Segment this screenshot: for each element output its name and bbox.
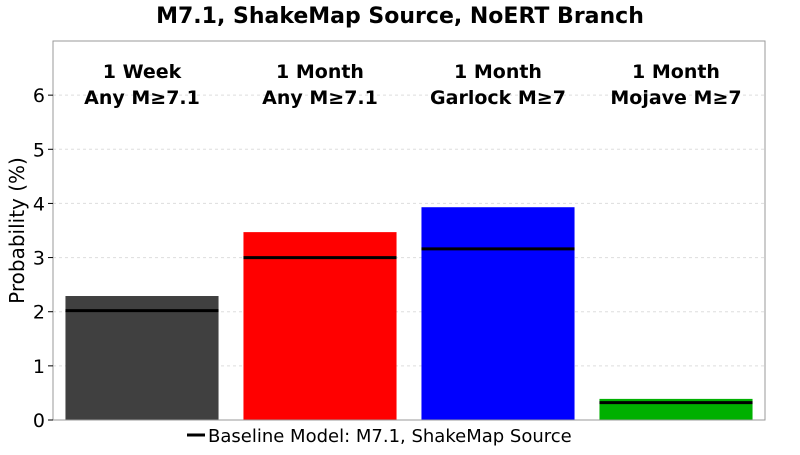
- category-label-1-line-0: 1 Month: [276, 61, 364, 83]
- category-label-1-line-1: Any M≥7.1: [262, 87, 378, 109]
- gridlines: [53, 94, 765, 367]
- bars: [65, 207, 753, 420]
- y-tick-label-0: 0: [33, 410, 45, 432]
- bar-0: [65, 296, 219, 420]
- y-tick-label-3: 3: [33, 248, 45, 270]
- category-label-0-line-1: Any M≥7.1: [84, 87, 200, 109]
- y-tick-label-2: 2: [33, 302, 45, 324]
- baseline-marks: [65, 247, 753, 405]
- y-tick-label-6: 6: [33, 85, 45, 107]
- y-tick-label-1: 1: [33, 356, 45, 378]
- y-tick-label-4: 4: [33, 193, 45, 215]
- legend: Baseline Model: M7.1, ShakeMap Source: [187, 426, 572, 447]
- y-tick-label-5: 5: [33, 139, 45, 161]
- category-label-0-line-0: 1 Week: [103, 61, 182, 83]
- y-axis: 0 1 2 3 4 5 6: [33, 85, 53, 432]
- category-label-3-line-0: 1 Month: [632, 61, 720, 83]
- y-axis-label: Probability (%): [5, 157, 29, 304]
- bar-1: [243, 232, 397, 420]
- category-label-2-line-0: 1 Month: [454, 61, 542, 83]
- category-label-3-line-1: Mojave M≥7: [610, 87, 741, 109]
- category-labels: 1 Week Any M≥7.1 1 Month Any M≥7.1 1 Month Ga…: [84, 61, 741, 109]
- plot-frame: [52, 40, 766, 421]
- chart-title: M7.1, ShakeMap Source, NoERT Branch: [156, 4, 644, 29]
- legend-baseline-label: Baseline Model: M7.1, ShakeMap Source: [208, 426, 572, 447]
- bar-2: [421, 207, 575, 420]
- category-label-2-line-1: Garlock M≥7: [430, 87, 566, 109]
